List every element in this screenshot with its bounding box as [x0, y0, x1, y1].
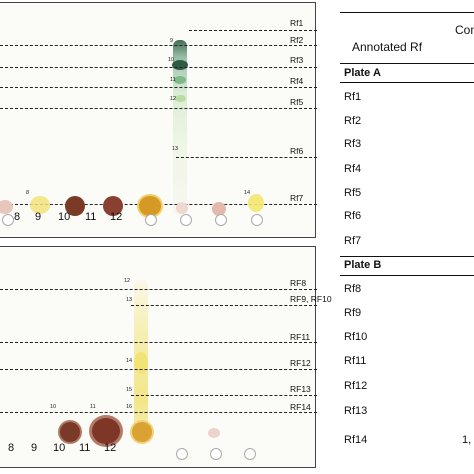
- lane-label: 10: [58, 211, 71, 223]
- rf3-line: [0, 67, 317, 68]
- plate-a-light-green-band: [175, 95, 186, 102]
- band-number: 10: [168, 57, 175, 63]
- band-number: 11: [170, 77, 176, 83]
- rf-label: RF8: [290, 278, 307, 288]
- band-number: 9: [170, 38, 174, 44]
- plate-b-spot-brown: [92, 418, 120, 444]
- plate-a-green-streak: [173, 40, 187, 215]
- table-top-rule: [340, 12, 474, 13]
- band-number: 11: [90, 404, 96, 410]
- plate-b-spot-pink: [208, 428, 220, 438]
- plate-a-spot-brown: [65, 196, 85, 216]
- plate-a-spot-yellow: [30, 196, 50, 214]
- rf-label: RF9, RF10: [290, 294, 332, 304]
- rf2-line: [0, 45, 317, 46]
- band-number: 10: [50, 404, 57, 410]
- rf5-line: [0, 108, 317, 109]
- rf4-line: [0, 87, 317, 88]
- table-row-label: Rf9: [344, 307, 362, 319]
- band-number: 13: [126, 297, 133, 303]
- rf1-line: [189, 30, 317, 31]
- rf-label: Rf1: [290, 18, 304, 28]
- plate-a-origin: [251, 214, 263, 226]
- plate-b-origin: [176, 448, 188, 460]
- band-number: 12: [170, 96, 177, 102]
- table-row-label: Rf2: [344, 115, 362, 127]
- table-section-rule: [340, 275, 474, 276]
- lane-label: 8: [8, 442, 15, 454]
- rf13-line: [131, 395, 317, 396]
- lane-label: 10: [53, 442, 66, 454]
- table-row-label: Rf4: [344, 163, 362, 175]
- band-number: 12: [124, 278, 131, 284]
- lane-label: 12: [104, 442, 117, 454]
- table-row-label: Rf6: [344, 210, 362, 222]
- rf-label: Rf6: [290, 146, 304, 156]
- plate-a-origin: [145, 214, 157, 226]
- table-column-header: Annotated Rf: [352, 40, 423, 54]
- rf-label: Rf7: [290, 193, 304, 203]
- plate-a-spot-brown: [103, 196, 123, 216]
- plate-b-spot-brown: [60, 422, 80, 442]
- table-row-label: Rf14: [344, 434, 368, 446]
- rf6-line: [176, 157, 317, 158]
- band-number: 15: [126, 387, 133, 393]
- table-header-cut: Com: [455, 23, 474, 37]
- rf-label: Rf4: [290, 76, 304, 86]
- rf11-line: [0, 342, 317, 343]
- table-header-rule: [340, 63, 474, 64]
- plate-b-origin: [244, 448, 256, 460]
- rf-label: Rf5: [290, 97, 304, 107]
- table-row-label: Rf1: [344, 91, 362, 103]
- table-section-plate-b: Plate B: [344, 259, 382, 271]
- table-section-rule: [340, 82, 474, 83]
- plate-a-spot-amber: [139, 196, 161, 216]
- table-row-label: Rf8: [344, 283, 362, 295]
- table-row-label: Rf13: [344, 405, 368, 417]
- rf14-line: [0, 412, 317, 413]
- tlc-plate-b: [0, 246, 316, 468]
- plate-a-spot-pink: [212, 202, 226, 216]
- table-row-label: Rf5: [344, 187, 362, 199]
- plate-b-spot-amber: [132, 422, 152, 442]
- rf12-line: [0, 369, 317, 370]
- table-value-cut: 1,: [462, 434, 472, 446]
- band-number: 13: [172, 146, 179, 152]
- plate-a-spot-yellow: [248, 194, 264, 212]
- lane-label: 9: [31, 442, 38, 454]
- lane-label: 9: [35, 211, 42, 223]
- rf-label: RF12: [290, 358, 311, 368]
- rf8-line: [0, 289, 317, 290]
- band-number: 8: [26, 190, 30, 196]
- band-number: 14: [126, 358, 133, 364]
- band-number: 14: [244, 190, 251, 196]
- band-number: 16: [126, 404, 133, 410]
- table-row-label: Rf11: [344, 355, 367, 367]
- lane-label: 11: [79, 442, 91, 454]
- plate-a-spot-pink: [0, 200, 13, 214]
- plate-a-spot-pink: [176, 202, 188, 214]
- table-row-label: Rf7: [344, 235, 362, 247]
- plate-a-dark-green-band: [172, 60, 188, 70]
- plate-b-yellow-band: [134, 352, 148, 374]
- lane-label: 8: [14, 211, 21, 223]
- table-row-label: Rf10: [344, 331, 368, 343]
- table-row-label: Rf12: [344, 380, 368, 392]
- rf-label: RF11: [290, 332, 311, 342]
- lane-label: 11: [85, 211, 97, 223]
- table-section-rule: [340, 256, 474, 257]
- plate-a-origin: [2, 214, 14, 226]
- rf-label: RF14: [290, 402, 311, 412]
- plate-a-green-band: [174, 76, 186, 84]
- rf-label: Rf2: [290, 35, 304, 45]
- plate-a-origin: [215, 214, 227, 226]
- table-row-label: Rf3: [344, 138, 362, 150]
- plate-a-origin: [180, 214, 192, 226]
- rf9-rf10-line: [131, 305, 317, 306]
- rf-label: RF13: [290, 384, 311, 394]
- rf-label: Rf3: [290, 55, 304, 65]
- table-section-plate-a: Plate A: [344, 67, 381, 79]
- lane-label: 12: [110, 211, 123, 223]
- plate-b-origin: [210, 448, 222, 460]
